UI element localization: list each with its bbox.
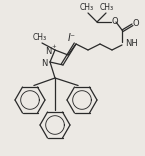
Text: CH₃: CH₃	[100, 3, 114, 12]
Text: O: O	[132, 19, 139, 27]
Text: CH₃: CH₃	[33, 34, 47, 42]
Text: N: N	[45, 46, 51, 56]
Text: CH₃: CH₃	[80, 3, 94, 12]
Text: N: N	[41, 58, 47, 68]
Text: O: O	[111, 17, 118, 27]
Text: +: +	[52, 44, 56, 49]
Text: I⁻: I⁻	[68, 33, 76, 43]
Text: NH: NH	[125, 39, 138, 47]
